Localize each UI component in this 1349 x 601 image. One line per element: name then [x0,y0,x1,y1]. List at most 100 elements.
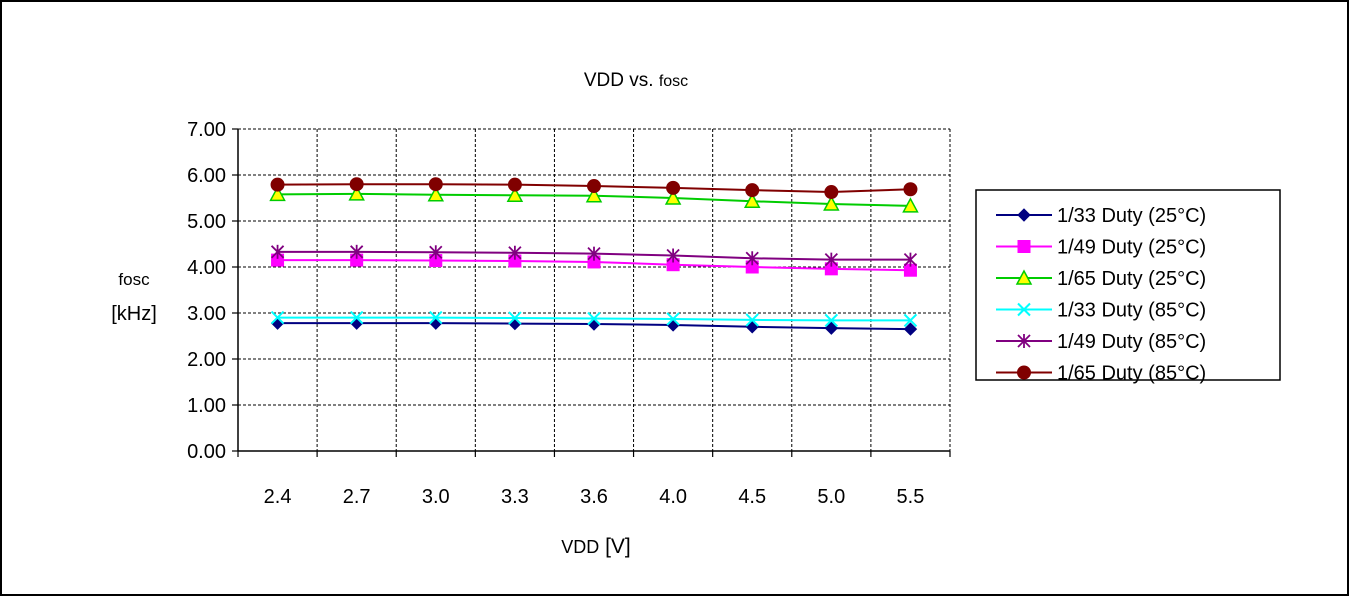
series-5 [270,244,918,267]
data-point-stroke [587,311,601,326]
data-point [587,179,601,194]
legend-items: 1/33 Duty (25°C) 1/49 Duty (25°C) 1/65 Dut… [996,205,1206,385]
x-axis-label-main: VDD [561,537,599,557]
legend-item-2: 1/49 Duty (25°C) [996,237,1206,259]
data-point [823,195,840,211]
legend-marker [1017,240,1031,253]
y-tick-label: 6.00 [187,165,226,187]
plot-grid [238,128,951,451]
legend-marker-stroke [1017,302,1031,317]
series-4 [270,310,918,328]
data-point [745,313,759,327]
x-tick-label: 4.5 [738,486,766,508]
data-point [903,313,918,328]
legend-item-5: 1/49 Duty (85°C) [996,331,1206,353]
data-point [270,244,285,259]
data-point-stroke [745,313,759,327]
data-point-stroke [824,313,839,328]
plot-axes [232,128,951,457]
data-point-stroke [666,312,680,326]
data-point [349,310,364,325]
y-axis-label-line1: fosc [118,270,150,289]
data-point [507,177,522,192]
data-point [349,177,364,192]
data-point-stroke [508,311,522,325]
data-point [585,187,603,203]
data-point [745,251,759,266]
data-point [745,183,760,198]
data-point [269,185,286,202]
legend-label: 1/33 Duty (25°C) [1057,205,1206,227]
data-point [427,186,445,202]
legend-marker [1015,269,1033,285]
x-tick-label: 3.0 [422,486,450,508]
x-tick-label: 3.3 [501,486,529,508]
y-tick-labels: 0.00 1.00 2.00 3.00 4.00 5.00 6.00 7.00 [187,119,226,463]
data-point [824,185,839,200]
x-tick-label: 3.6 [580,486,608,508]
data-point [506,186,524,202]
x-tick-label: 5.0 [817,486,845,508]
x-axis-label-rest: [V] [599,535,631,558]
chart-title-main: VDD [584,70,624,91]
data-point [664,189,682,205]
data-point-stroke [270,310,285,325]
data-point [903,252,918,267]
y-tick-label: 1.00 [187,395,226,417]
legend-box [975,189,1281,381]
legend-item-6: 1/65 Duty (85°C) [996,363,1206,385]
data-point [429,245,443,260]
chart-title-rest: vs. [624,70,659,91]
data-point [587,311,601,326]
data-point [508,245,522,260]
x-tick-label: 2.4 [264,486,292,508]
legend-label: 1/49 Duty (25°C) [1057,237,1206,259]
data-point [666,180,681,195]
legend: 1/33 Duty (25°C) 1/49 Duty (25°C) 1/65 Dut… [975,189,1281,385]
y-tick-label: 4.00 [187,257,226,279]
y-axis-label-line2: [kHz] [111,303,157,325]
plot-area [238,129,950,451]
series-6 [270,177,918,200]
legend-marker [1017,302,1031,317]
data-point [348,185,365,201]
chart-title: VDD vs. fosc [584,70,688,91]
series-2 [271,253,917,277]
data-point-stroke [429,310,443,325]
y-tick-label: 0.00 [187,441,226,463]
y-tick-label: 2.00 [187,349,226,371]
data-point [903,322,918,336]
legend-label: 1/65 Duty (85°C) [1057,363,1206,385]
x-tick-label: 4.0 [659,486,687,508]
series-lines [269,177,919,336]
data-point [428,177,443,192]
legend-label: 1/65 Duty (25°C) [1057,268,1206,290]
legend-marker [1017,334,1031,348]
data-point-stroke [349,310,364,325]
data-point [350,244,364,259]
x-tick-labels: 2.4 2.7 3.0 3.3 3.6 4.0 4.5 5.0 5.5 [264,486,925,508]
data-point [824,313,839,328]
chart-title-sub: fosc [659,73,688,90]
y-tick-label: 5.00 [187,211,226,233]
legend-item-1: 1/33 Duty (25°C) [996,205,1206,227]
data-point [902,197,919,213]
legend-marker [1017,365,1031,380]
y-tick-label: 3.00 [187,303,226,325]
data-point [666,312,680,326]
data-point [824,252,838,267]
series-3 [269,185,919,213]
data-point [429,310,443,325]
legend-label: 1/33 Duty (85°C) [1057,300,1206,322]
legend-item-4: 1/33 Duty (85°C) [996,300,1206,322]
y-tick-label: 7.00 [187,119,226,141]
data-point [587,246,601,261]
data-point [508,311,522,325]
x-tick-label: 5.5 [897,486,925,508]
x-axis-label: VDD [V] [561,535,631,558]
legend-label: 1/49 Duty (85°C) [1057,331,1206,353]
data-point [270,177,285,192]
data-point-stroke [903,313,918,328]
